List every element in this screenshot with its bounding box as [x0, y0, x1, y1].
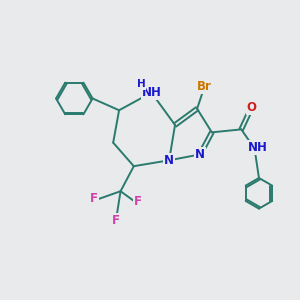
Text: F: F — [90, 192, 98, 205]
Text: Br: Br — [197, 80, 212, 93]
Text: N: N — [164, 154, 174, 167]
Text: NH: NH — [142, 86, 161, 99]
Text: NH: NH — [248, 141, 267, 154]
Text: H: H — [137, 79, 146, 89]
Text: F: F — [112, 214, 120, 227]
Text: F: F — [134, 195, 142, 208]
Text: N: N — [195, 148, 205, 161]
Text: O: O — [247, 101, 256, 114]
